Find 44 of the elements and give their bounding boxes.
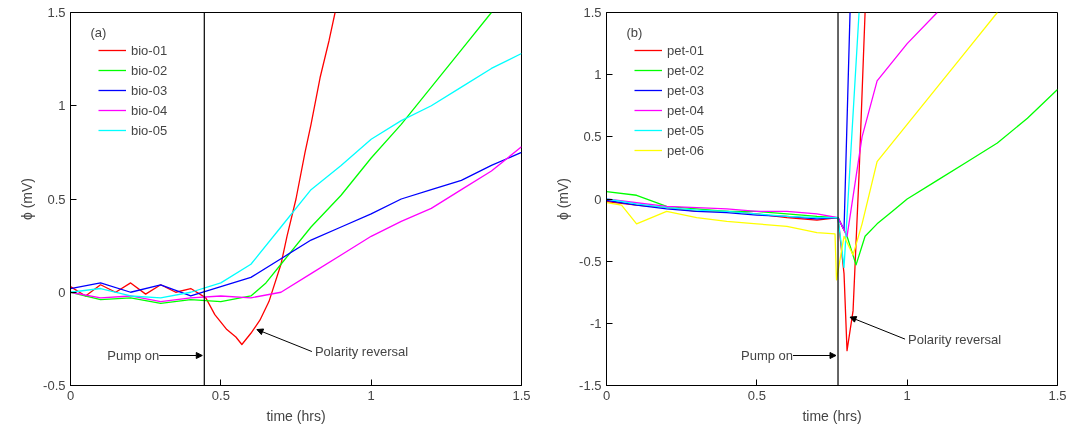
legend-label: pet-06: [667, 142, 704, 158]
y-tick-label: 0: [58, 284, 66, 300]
annotation: Polarity reversal: [314, 344, 409, 360]
x-tick-label: 1: [367, 387, 375, 403]
legend-label: bio-03: [131, 82, 168, 98]
y-tick-label: 0.5: [47, 191, 66, 207]
line-series: [70, 12, 336, 346]
legend-label: bio-04: [131, 102, 168, 118]
x-tick-label: 0.5: [211, 387, 230, 403]
y-tick-label: -0.5: [43, 378, 66, 393]
ref-line-label: Pump on: [107, 348, 160, 363]
legend-label: pet-03: [667, 82, 704, 98]
annotation: (b): [626, 25, 643, 40]
y-tick-label: -0.5: [579, 253, 602, 269]
legend-label: bio-05: [131, 122, 168, 138]
y-tick-label: 1.5: [583, 5, 602, 20]
x-axis-title: time (hrs): [802, 407, 862, 424]
legend-label: bio-01: [131, 42, 168, 58]
y-tick-label: 0: [594, 191, 602, 207]
annotation: Polarity reversal: [908, 331, 1002, 347]
x-tick-label: 1.5: [512, 387, 531, 403]
legend-label: pet-01: [667, 42, 704, 58]
y-axis-title: ϕ (mV): [555, 177, 572, 221]
line-series: [606, 12, 851, 231]
y-tick-label: 1: [58, 98, 66, 114]
legend-label: pet-02: [667, 62, 704, 78]
x-axis-title: time (hrs): [266, 407, 326, 424]
x-tick-label: 0.5: [747, 387, 766, 403]
legend-label: pet-05: [667, 122, 704, 138]
y-tick-label: -1.5: [579, 378, 602, 393]
line-series: [70, 12, 493, 305]
x-tick-label: 1: [903, 387, 911, 403]
y-tick-label: 1: [594, 67, 602, 83]
line-series: [606, 12, 999, 281]
y-tick-label: -1: [589, 315, 602, 331]
ref-line-label: Pump on: [740, 348, 794, 363]
legend-label: pet-04: [667, 102, 704, 118]
y-axis-title: ϕ (mV): [19, 177, 36, 221]
x-tick-label: 1.5: [1048, 387, 1067, 403]
annotation: (a): [90, 25, 107, 40]
line-series: [606, 12, 860, 269]
legend-label: bio-02: [131, 62, 168, 78]
y-tick-label: 0.5: [583, 129, 602, 145]
y-tick-label: 1.5: [47, 5, 66, 20]
